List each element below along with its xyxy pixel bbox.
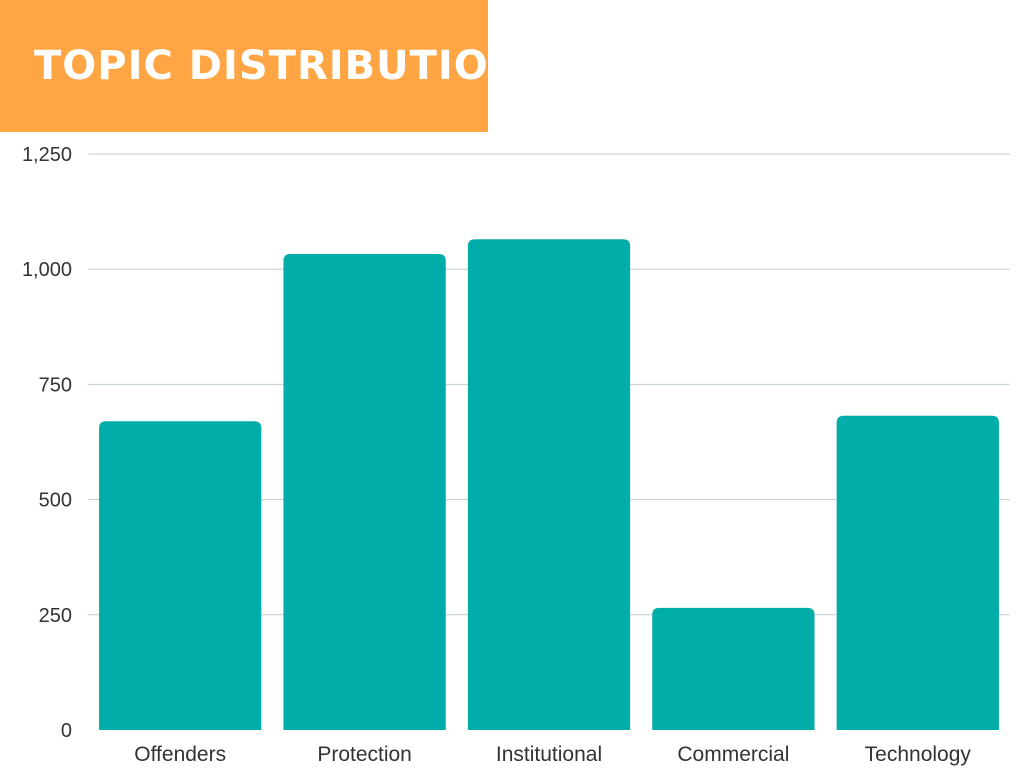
- y-tick-label: 1,000: [22, 259, 72, 281]
- y-axis-ticks: 0 250 500 750 1,000 1,250: [22, 144, 72, 742]
- x-axis-labels: Offenders Protection Institutional Commerci…: [134, 743, 971, 766]
- bar-institutional: [467, 239, 631, 731]
- y-tick-label: 1,250: [22, 144, 72, 166]
- bar-protection: [283, 253, 446, 731]
- y-tick-label: 0: [61, 720, 72, 742]
- y-tick-label: 250: [39, 605, 72, 627]
- x-category-label: Offenders: [134, 743, 226, 766]
- title-banner: TOPIC DISTRIBUTION: [0, 0, 522, 132]
- y-tick-label: 500: [39, 490, 72, 512]
- x-category-label: Technology: [865, 743, 972, 766]
- bars: [99, 239, 999, 731]
- x-category-label: Institutional: [496, 743, 602, 766]
- x-category-label: Commercial: [677, 743, 789, 766]
- bar-commercial: [652, 607, 815, 730]
- bar-offenders: [99, 421, 262, 730]
- x-category-label: Protection: [317, 743, 412, 766]
- y-tick-label: 750: [39, 374, 72, 396]
- bar-technology: [836, 415, 999, 730]
- chart-title: TOPIC DISTRIBUTION: [34, 43, 524, 89]
